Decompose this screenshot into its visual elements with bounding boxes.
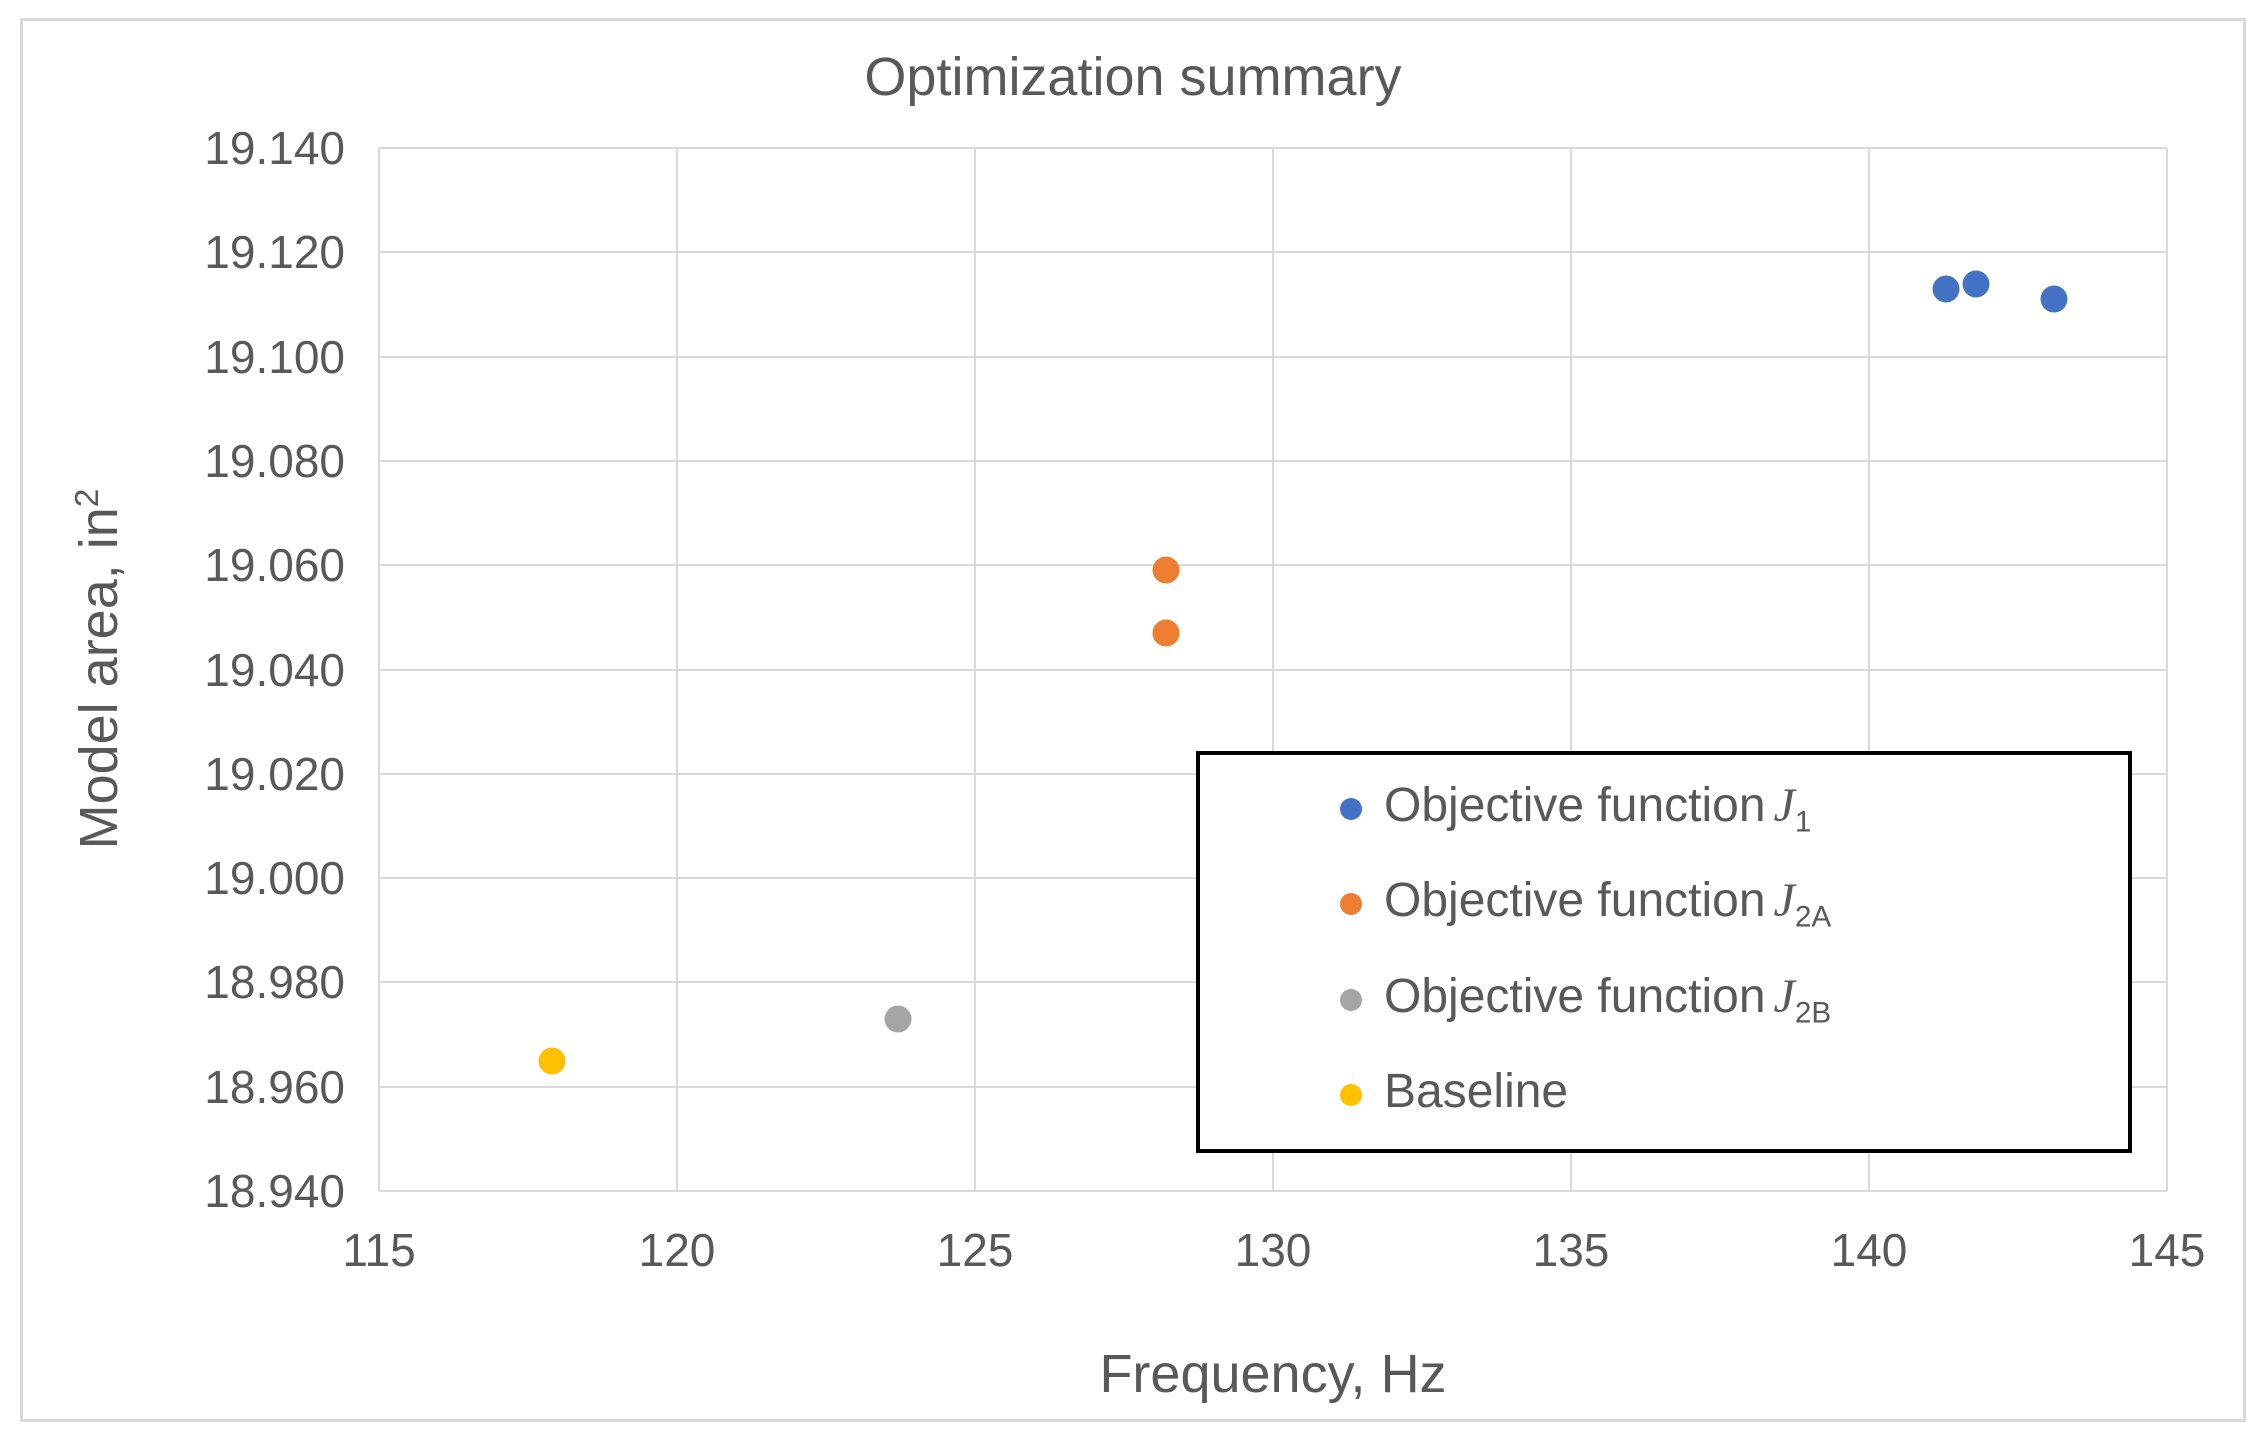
legend-label-text: Baseline	[1384, 1065, 1569, 1119]
y-gridline	[379, 459, 2167, 462]
y-axis-title-superscript: 2	[69, 488, 106, 508]
y-gridline	[379, 251, 2167, 254]
x-tick-label: 120	[638, 1224, 716, 1276]
y-axis-title: Model area, in2	[68, 489, 130, 850]
legend-marker-icon	[1340, 988, 1362, 1011]
chart-title: Optimization summary	[864, 47, 1402, 107]
legend-label-symbol: J	[1773, 969, 1795, 1023]
y-tick-label: 19.140	[204, 122, 345, 174]
legend-label-text: Objective function	[1384, 874, 1766, 928]
data-point	[1962, 270, 1990, 298]
y-tick-label: 19.040	[204, 643, 345, 696]
x-tick-label: 115	[342, 1224, 416, 1276]
y-tick-label: 18.980	[204, 956, 345, 1009]
x-tick-label: 135	[1532, 1224, 1610, 1276]
data-point	[2040, 285, 2068, 313]
y-tick-label: 18.960	[204, 1060, 345, 1113]
y-tick-label: 19.080	[204, 434, 345, 487]
legend-item-objective-j2b: Objective function J2B	[1200, 953, 2128, 1047]
x-tick-label: 130	[1234, 1224, 1312, 1276]
x-tick-label: 125	[936, 1224, 1014, 1276]
legend-item-objective-j2a: Objective function J2A	[1200, 857, 2128, 951]
legend-item-objective-j1: Objective function J1	[1200, 762, 2128, 856]
legend-item-baseline: Baseline	[1200, 1048, 2128, 1142]
chart-frame: Optimization summary 115 120 125 130 135 140 1…	[20, 18, 2246, 1422]
legend-label-subscript: 2B	[1794, 996, 1832, 1030]
legend-marker-icon	[1340, 797, 1362, 820]
legend-label-text: Objective function	[1384, 778, 1766, 832]
y-gridline	[379, 355, 2167, 358]
y-axis-title-text: Model area, in	[69, 507, 129, 850]
data-point	[1152, 619, 1180, 647]
legend-label-symbol: J	[1773, 778, 1795, 832]
y-tick-label: 19.120	[204, 226, 345, 279]
legend-marker-icon	[1340, 893, 1362, 916]
y-gridline	[379, 1190, 2167, 1192]
legend: Objective function J1 Objective function J…	[1196, 751, 2132, 1153]
legend-label-text: Objective function	[1384, 969, 1766, 1023]
y-tick-label: 19.020	[204, 747, 345, 800]
legend-label-subscript: 1	[1794, 805, 1812, 839]
x-tick-label: 145	[2128, 1224, 2206, 1276]
data-point	[1152, 556, 1180, 584]
y-tick-label: 18.940	[204, 1165, 345, 1217]
x-axis-title: Frequency, Hz	[1099, 1344, 1447, 1404]
y-gridline	[379, 668, 2167, 671]
data-point	[884, 1005, 912, 1033]
y-tick-label: 19.100	[204, 330, 345, 383]
y-tick-label: 19.000	[204, 852, 345, 905]
y-tick-label: 19.060	[204, 539, 345, 592]
y-gridline	[379, 147, 2167, 149]
x-tick-label: 140	[1830, 1224, 1908, 1276]
y-gridline	[379, 564, 2167, 567]
x-gridline	[2166, 148, 2168, 1191]
legend-label-subscript: 2A	[1794, 901, 1832, 935]
legend-marker-icon	[1340, 1084, 1362, 1107]
data-point	[1932, 275, 1960, 303]
data-point	[538, 1047, 566, 1075]
legend-label-symbol: J	[1773, 874, 1795, 928]
